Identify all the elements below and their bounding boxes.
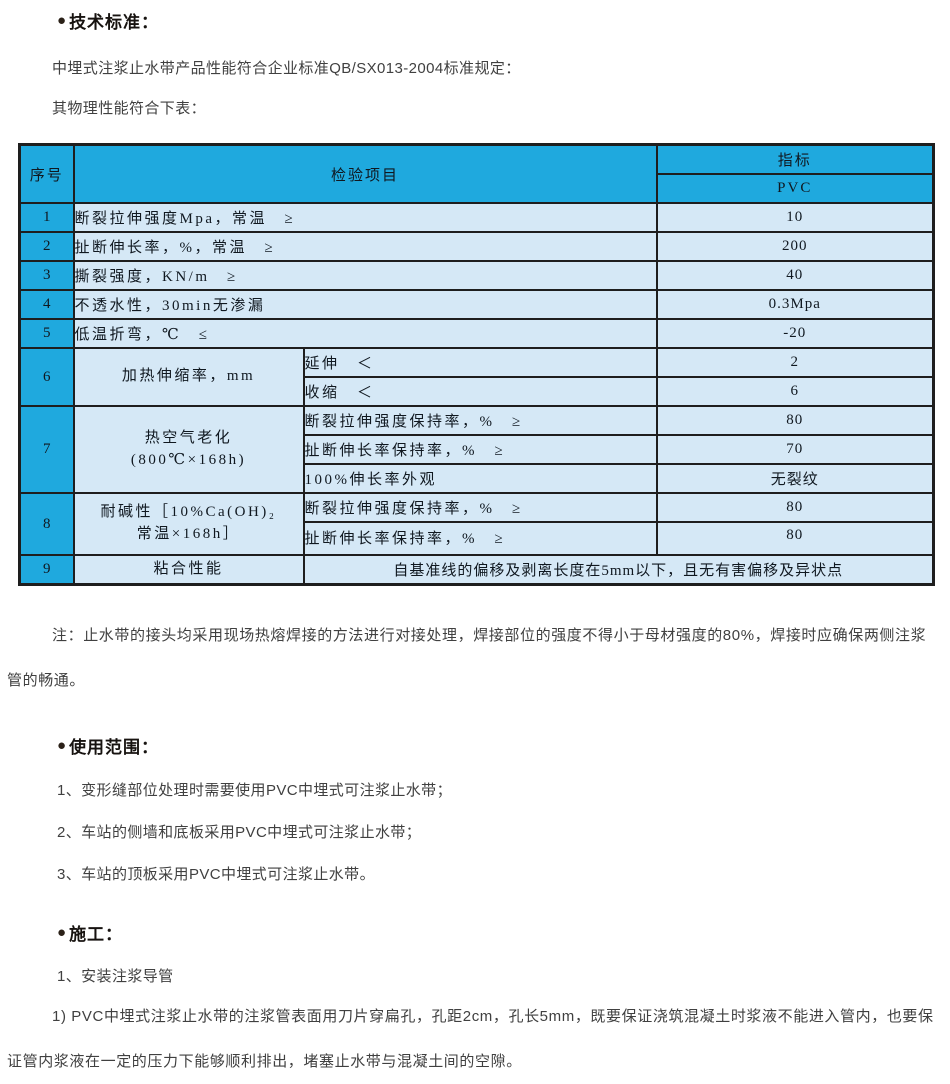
- table-row: 2 扯断伸长率，%，常温 ≥ 200: [18, 231, 935, 262]
- usage-scope-heading-label: 使用范围：: [69, 738, 160, 757]
- table-row: 扯断伸长率保持率，% ≥ 70: [20, 434, 935, 465]
- row-no: 3: [18, 260, 75, 291]
- row-no: 8: [18, 492, 75, 556]
- row-subitem: 扯断伸长率保持率，% ≥: [302, 434, 658, 465]
- row-value: 80: [655, 405, 935, 436]
- usage-item-3: 3、车站的顶板采用PVC中埋式可注浆止水带。: [57, 866, 375, 883]
- row-item: 撕裂强度，KN/m ≥: [72, 260, 658, 291]
- row-no: 7: [18, 405, 75, 494]
- table-note: 注：止水带的接头均采用现场热熔焊接的方法进行对接处理，焊接部位的强度不得小于母材…: [7, 627, 927, 689]
- table-header-row: PVC: [20, 173, 935, 204]
- row-category: 热空气老化 (800℃×168h): [72, 405, 305, 494]
- col-header-index: 指标: [655, 143, 935, 175]
- tech-standards-heading-label: 技术标准：: [69, 13, 160, 32]
- table-row: 3 撕裂强度，KN/m ≥ 40: [18, 260, 935, 291]
- row-subitem: 收缩 ＜: [302, 376, 658, 407]
- tech-standards-heading: ● 技术标准：: [57, 8, 940, 33]
- usage-item-2: 2、车站的侧墙和底板采用PVC中埋式可注浆止水带；: [57, 824, 422, 841]
- row-no: 4: [18, 289, 75, 320]
- bullet-icon: ●: [57, 924, 68, 941]
- row-value: 80: [655, 492, 935, 523]
- row-value: 0.3Mpa: [655, 289, 935, 320]
- row-subitem: 延伸 ＜: [302, 347, 658, 378]
- row-category: 粘合性能: [72, 554, 305, 586]
- construction-heading: ● 施工：: [57, 920, 940, 945]
- tech-intro-paragraph-1: 中埋式注浆止水带产品性能符合企业标准QB/SX013-2004标准规定：: [52, 60, 521, 77]
- construction-paragraph: 1) PVC中埋式注浆止水带的注浆管表面用刀片穿扁孔，孔距2cm，孔长5mm，既…: [7, 1008, 934, 1070]
- table-row: 9 粘合性能 自基准线的偏移及剥离长度在5mm以下，且无有害偏移及异状点: [18, 554, 935, 586]
- row-item: 低温折弯，℃ ≤: [72, 318, 658, 349]
- tech-intro-paragraph-2: 其物理性能符合下表：: [52, 100, 207, 117]
- row-no: 1: [18, 202, 75, 233]
- row-no: 2: [18, 231, 75, 262]
- row-category: 耐碱性［10%Ca(OH)₂ 常温×168h］: [72, 492, 305, 556]
- table-row: 100%伸长率外观 无裂纹: [20, 463, 935, 494]
- table-header-row: 序号 检验项目 指标: [18, 143, 935, 204]
- usage-scope-heading: ● 使用范围：: [57, 733, 940, 758]
- row-category-line1: 热空气老化: [144, 429, 233, 446]
- row-value: -20: [655, 318, 935, 349]
- construction-heading-label: 施工：: [69, 925, 124, 944]
- bullet-icon: ●: [57, 12, 68, 29]
- row-no: 9: [18, 554, 75, 586]
- row-value: 80: [655, 521, 935, 556]
- construction-subheading: 1、安装注浆导管: [57, 968, 174, 985]
- usage-item-1: 1、变形缝部位处理时需要使用PVC中埋式可注浆止水带；: [57, 782, 452, 799]
- table-row: 6 加热伸缩率，mm 延伸 ＜ 2: [18, 347, 935, 407]
- col-header-pvc: PVC: [655, 173, 935, 204]
- row-value: 40: [655, 260, 935, 291]
- col-header-item: 检验项目: [72, 143, 658, 204]
- row-value: 自基准线的偏移及剥离长度在5mm以下，且无有害偏移及异状点: [302, 554, 935, 586]
- row-subitem: 扯断伸长率保持率，% ≥: [302, 521, 658, 556]
- table-row: 5 低温折弯，℃ ≤ -20: [18, 318, 935, 349]
- row-no: 6: [18, 347, 75, 407]
- table-row: 8 耐碱性［10%Ca(OH)₂ 常温×168h］ 断裂拉伸强度保持率，% ≥ …: [18, 492, 935, 556]
- row-item: 断裂拉伸强度Mpa，常温 ≥: [72, 202, 658, 233]
- row-item: 扯断伸长率，%，常温 ≥: [72, 231, 658, 262]
- row-subitem: 断裂拉伸强度保持率，% ≥: [302, 405, 658, 436]
- table-row: 收缩 ＜ 6: [20, 376, 935, 407]
- spec-table: 序号 检验项目 指标 PVC 1 断裂拉伸强度Mpa，常温 ≥ 10 2 扯断伸…: [18, 143, 936, 586]
- bullet-icon: ●: [57, 737, 68, 754]
- row-value: 无裂纹: [655, 463, 935, 494]
- row-subitem: 断裂拉伸强度保持率，% ≥: [302, 492, 658, 523]
- table-row: 7 热空气老化 (800℃×168h) 断裂拉伸强度保持率，% ≥ 80: [18, 405, 935, 494]
- table-row: 4 不透水性，30min无渗漏 0.3Mpa: [18, 289, 935, 320]
- table-row: 1 断裂拉伸强度Mpa，常温 ≥ 10: [18, 202, 935, 233]
- row-no: 5: [18, 318, 75, 349]
- col-header-no: 序号: [18, 143, 75, 204]
- row-category-line1: 耐碱性［10%Ca(OH)₂: [100, 504, 277, 521]
- row-value: 10: [655, 202, 935, 233]
- row-subitem: 100%伸长率外观: [302, 463, 658, 494]
- row-category: 加热伸缩率，mm: [72, 347, 305, 407]
- row-category-line2: 常温×168h］: [136, 526, 241, 542]
- row-value: 6: [655, 376, 935, 407]
- table-row: 扯断伸长率保持率，% ≥ 80: [20, 521, 935, 556]
- row-value: 70: [655, 434, 935, 465]
- row-value: 2: [655, 347, 935, 378]
- row-item: 不透水性，30min无渗漏: [72, 289, 658, 320]
- row-value: 200: [655, 231, 935, 262]
- row-category-line2: (800℃×168h): [130, 451, 247, 468]
